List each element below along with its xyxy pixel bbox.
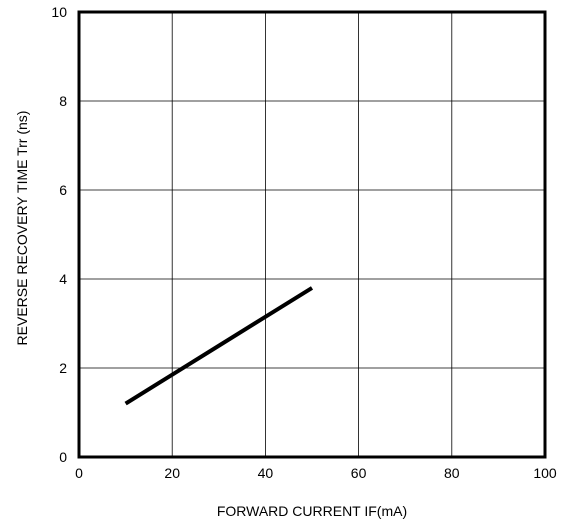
y-tick-labels: 0 2 4 6 8 10 — [51, 4, 67, 465]
y-tick-label: 0 — [59, 449, 67, 465]
x-tick-label: 20 — [164, 465, 180, 481]
series-group — [124, 286, 314, 406]
series-line — [124, 286, 314, 406]
x-tick-label: 80 — [444, 465, 460, 481]
plot-frame — [77, 10, 547, 459]
grid-lines — [79, 12, 545, 457]
y-tick-label: 10 — [51, 4, 67, 20]
x-tick-label: 40 — [258, 465, 274, 481]
y-axis-title: REVERSE RECOVERY TIME Trr (ns) — [14, 111, 30, 346]
x-tick-label: 100 — [533, 465, 557, 481]
y-tick-label: 6 — [59, 182, 67, 198]
y-tick-label: 4 — [59, 271, 67, 287]
x-axis-title: FORWARD CURRENT IF(mA) — [217, 503, 407, 519]
y-tick-label: 2 — [59, 360, 67, 376]
x-tick-label: 60 — [351, 465, 367, 481]
x-tick-labels: 0 20 40 60 80 100 — [75, 465, 557, 481]
x-tick-label: 0 — [75, 465, 83, 481]
y-tick-label: 8 — [59, 93, 67, 109]
